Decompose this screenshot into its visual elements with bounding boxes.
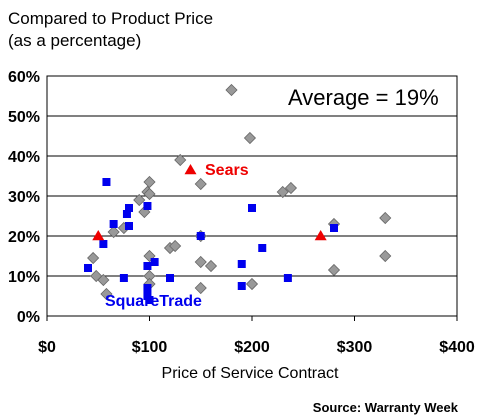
diamond-point [107,225,120,239]
diamond-point [194,177,207,191]
squaretrade-point [248,204,256,212]
diamond-point [225,83,238,97]
average-annotation: Average = 19% [288,85,439,110]
squaretrade-point [102,178,111,186]
squaretrade-point [143,284,152,292]
sears-label: Sears [205,162,249,179]
squaretrade-point [143,202,152,210]
y-tick-label: 40% [8,149,40,166]
squaretrade-point [237,260,246,268]
x-tick-label: $400 [439,339,475,356]
squaretrade-point [125,204,133,212]
diamond-point [194,281,207,295]
squaretrade-point [119,274,128,282]
sears-point [314,230,327,241]
diamond-point [174,153,187,167]
diamond-point [143,187,156,201]
y-tick-label: 50% [8,109,40,126]
sears-point [92,230,105,241]
diamond-point [97,273,110,287]
squaretrade-point [166,274,174,282]
squaretrade-point [84,264,92,272]
x-tick-label: $200 [234,339,270,356]
squaretrade-point [150,258,159,266]
diamond-point [379,211,392,225]
diamond-point [243,131,257,145]
y-tick-label: 10% [8,269,40,286]
diamond-point [133,193,146,207]
squaretrade-point [109,220,118,228]
diamond-point [276,185,289,199]
squaretrade-point [122,210,131,218]
squaretrade-point [330,224,338,232]
diamond-point [194,255,207,269]
x-tick-label: $0 [38,339,56,356]
squaretrade-point [237,282,246,290]
squaretrade-point [99,240,108,248]
squaretrade-point [125,222,133,230]
y-tick-label: 20% [8,229,40,246]
chart-title-line-1: Compared to Product Price [8,9,213,28]
squaretrade-point [258,244,267,252]
diamond-point [143,175,156,189]
squaretrade-point [143,262,152,270]
diamond-point [245,277,259,291]
x-tick-label: $100 [132,339,168,356]
squaretrade-point [145,296,154,304]
squaretrade-label: SquareTrade [105,293,202,310]
x-tick-label: $300 [337,339,373,356]
diamond-point [204,259,218,273]
squaretrade-point [196,232,205,240]
chart-title-line-2: (as a percentage) [8,31,141,50]
squaretrade-point [283,274,292,282]
diamond-point [169,239,182,253]
sears-point [184,164,197,175]
diamond-point [284,181,298,195]
x-axis-label: Price of Service Contract [162,365,340,382]
diamond-point [379,249,392,263]
diamond-point [327,263,341,277]
diamond-point [100,287,113,301]
y-tick-label: 0% [17,309,40,326]
source-note: Source: Warranty Week [313,400,459,415]
diamond-point [87,251,100,265]
y-tick-label: 60% [8,69,40,86]
data-points [84,83,392,304]
axes: 0% 10% 20% 30% 40% 50% 60% $0 $100 $200 $300 $400 [8,69,475,356]
y-tick-label: 30% [8,189,40,206]
